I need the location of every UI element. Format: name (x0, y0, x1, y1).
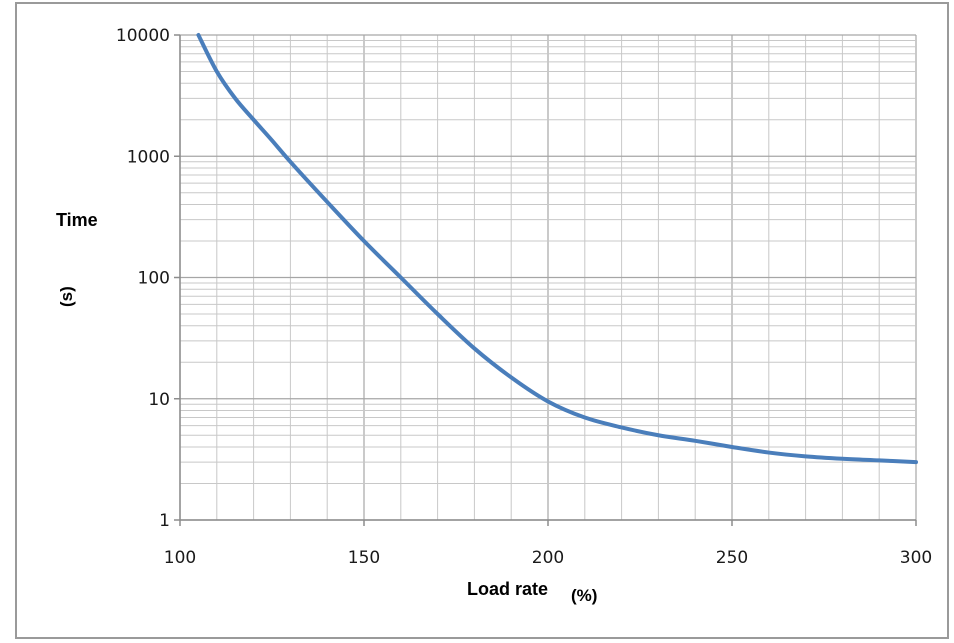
x-axis-title: Load rate (467, 579, 548, 599)
series-line (196, 33, 918, 465)
y-tick-label: 10000 (116, 26, 170, 46)
y-tick-label: 100 (138, 269, 170, 289)
x-axis-unit: (%) (571, 586, 597, 605)
tick-labels: 1 10 100 1000 10000 100 150 200 250 300 (116, 26, 932, 568)
x-tick-label: 300 (900, 548, 932, 568)
y-axis-unit: (s) (57, 286, 76, 307)
grid (174, 34, 917, 526)
x-tick-label: 100 (164, 548, 196, 568)
y-axis-title: Time (56, 210, 98, 230)
x-tick-label: 150 (348, 548, 380, 568)
y-tick-label: 1000 (127, 147, 170, 167)
x-tick-label: 250 (716, 548, 748, 568)
chart-frame (15, 2, 949, 639)
x-tick-label: 200 (532, 548, 564, 568)
y-tick-label: 1 (159, 511, 170, 531)
y-tick-label: 10 (148, 390, 170, 410)
